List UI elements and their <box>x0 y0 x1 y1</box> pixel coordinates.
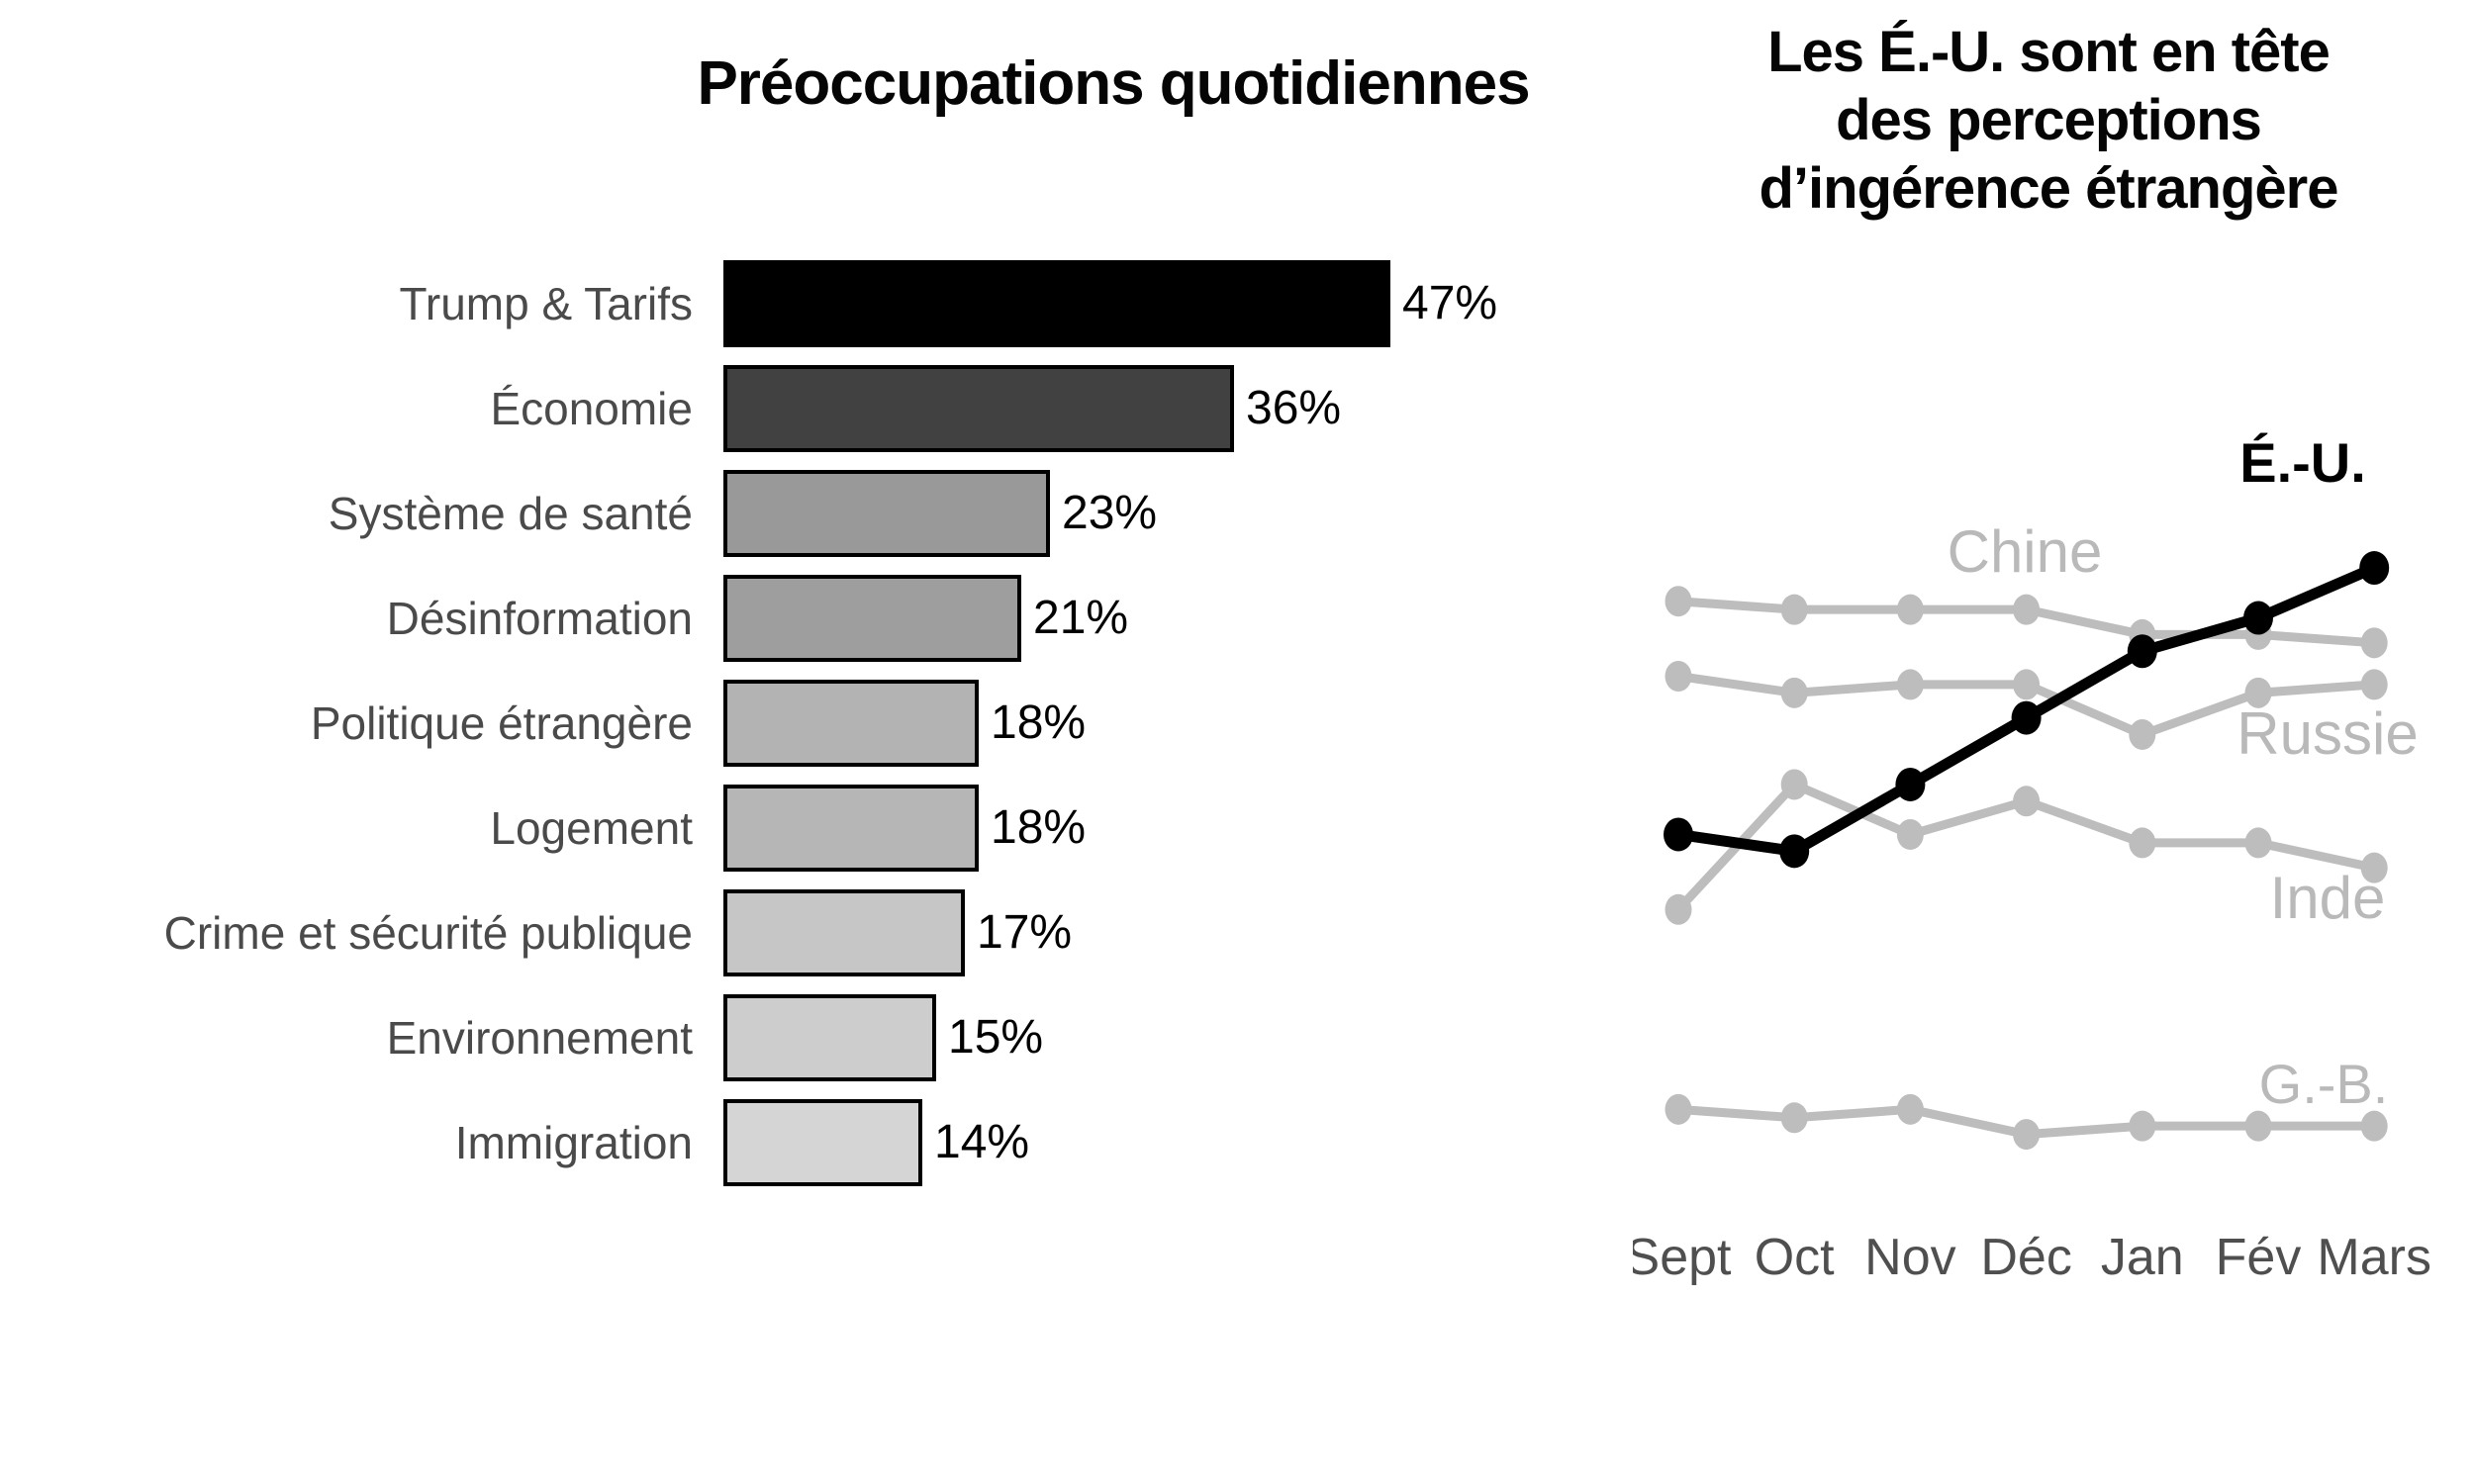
line-series-gray: Inde <box>1665 769 2388 931</box>
data-point <box>2013 669 2041 700</box>
bar-category-label: Trump & Tarifs <box>399 278 693 329</box>
line-chart-title-line3: d’ingérence étrangère <box>1759 156 2339 221</box>
line-chart-title-line2: des perceptions <box>1836 88 2262 152</box>
data-point <box>1665 1093 1692 1125</box>
bar <box>723 680 979 767</box>
data-point <box>2127 634 2157 669</box>
line-series-gray: G.-B. <box>1665 1053 2389 1151</box>
line-series-highlight: É.-U. <box>1664 431 2390 869</box>
data-point <box>1665 893 1692 925</box>
data-point <box>1665 586 1692 617</box>
series-label: É.-U. <box>2239 431 2366 494</box>
data-point <box>1780 594 1808 625</box>
bar <box>723 785 979 872</box>
data-point <box>1779 834 1810 869</box>
bar-value-label: 18% <box>991 801 1087 854</box>
month-tick-label: Mars <box>2317 1229 2431 1286</box>
bar-category-label: Désinformation <box>386 593 693 644</box>
bar-category-label: Système de santé <box>328 488 693 539</box>
bar <box>723 994 936 1081</box>
series-label: G.-B. <box>2259 1053 2389 1115</box>
data-point <box>2360 627 2388 659</box>
month-tick-label: Fév <box>2216 1229 2302 1286</box>
month-tick-label: Oct <box>1755 1229 1835 1286</box>
data-point <box>2013 786 2041 817</box>
bar-chart-title: Préoccupations quotidiennes <box>697 49 1530 118</box>
bar-value-label: 36% <box>1246 382 1342 434</box>
bar-value-label: 14% <box>934 1116 1030 1168</box>
bar-value-label: 15% <box>948 1011 1044 1064</box>
data-point <box>2013 1119 2041 1151</box>
bar <box>723 260 1390 347</box>
bar-category-label: Logement <box>490 802 693 854</box>
month-tick-label: Déc <box>1980 1229 2071 1286</box>
data-point <box>2129 718 2156 750</box>
line-chart-title-line1: Les É.-U. sont en tête <box>1767 20 2331 84</box>
line-series-gray: Russie <box>1665 661 2419 767</box>
data-point <box>1896 594 1924 625</box>
bar <box>723 1099 922 1186</box>
line-series-gray: Chine <box>1665 518 2388 659</box>
bar-value-label: 23% <box>1062 487 1158 539</box>
data-point <box>2129 827 2156 859</box>
bar-value-label: 21% <box>1033 592 1129 644</box>
bar-value-label: 47% <box>1402 277 1498 329</box>
bar-value-label: 17% <box>977 906 1073 959</box>
month-tick-label: Jan <box>2101 1229 2184 1286</box>
bar-category-label: Immigration <box>454 1117 693 1168</box>
data-point <box>2129 1110 2156 1142</box>
data-point <box>1896 669 1924 700</box>
data-point <box>1665 661 1692 692</box>
bar-category-label: Économie <box>490 383 693 434</box>
data-point <box>1780 769 1808 800</box>
data-point <box>2244 677 2272 708</box>
data-point <box>1664 817 1693 852</box>
data-point <box>2360 852 2388 883</box>
series-label: Chine <box>1948 518 2103 585</box>
bar-category-label: Environnement <box>386 1012 693 1064</box>
data-point <box>2011 700 2042 735</box>
bar <box>723 575 1021 662</box>
series-label: Russie <box>2236 700 2418 767</box>
bar <box>723 470 1050 557</box>
bar-category-label: Crime et sécurité publique <box>163 907 693 959</box>
month-tick-label: Nov <box>1864 1229 1955 1286</box>
data-point <box>1780 677 1808 708</box>
data-point <box>2013 594 2041 625</box>
bar-value-label: 18% <box>991 696 1087 749</box>
data-point <box>1895 767 1926 801</box>
data-point <box>2359 551 2390 586</box>
data-point <box>2244 1110 2272 1142</box>
line-chart-title: Les É.-U. sont en tête des perceptions d… <box>1633 18 2464 223</box>
data-point <box>1896 1093 1924 1125</box>
bar-category-label: Politique étrangère <box>310 697 693 749</box>
data-point <box>2360 669 2388 700</box>
bar <box>723 365 1234 452</box>
foreign-interference-line-chart: Chine Russie Inde G.-B. É.-U. Sept Oct Nov Déc Ja… <box>1633 431 2431 1286</box>
data-point <box>1896 818 1924 850</box>
bar <box>723 889 965 976</box>
data-point <box>2243 601 2273 635</box>
data-point <box>2360 1110 2388 1142</box>
data-point <box>2244 827 2272 859</box>
month-tick-label: Sept <box>1633 1229 1732 1286</box>
data-point <box>1780 1102 1808 1134</box>
series-label: Inde <box>2270 865 2386 931</box>
